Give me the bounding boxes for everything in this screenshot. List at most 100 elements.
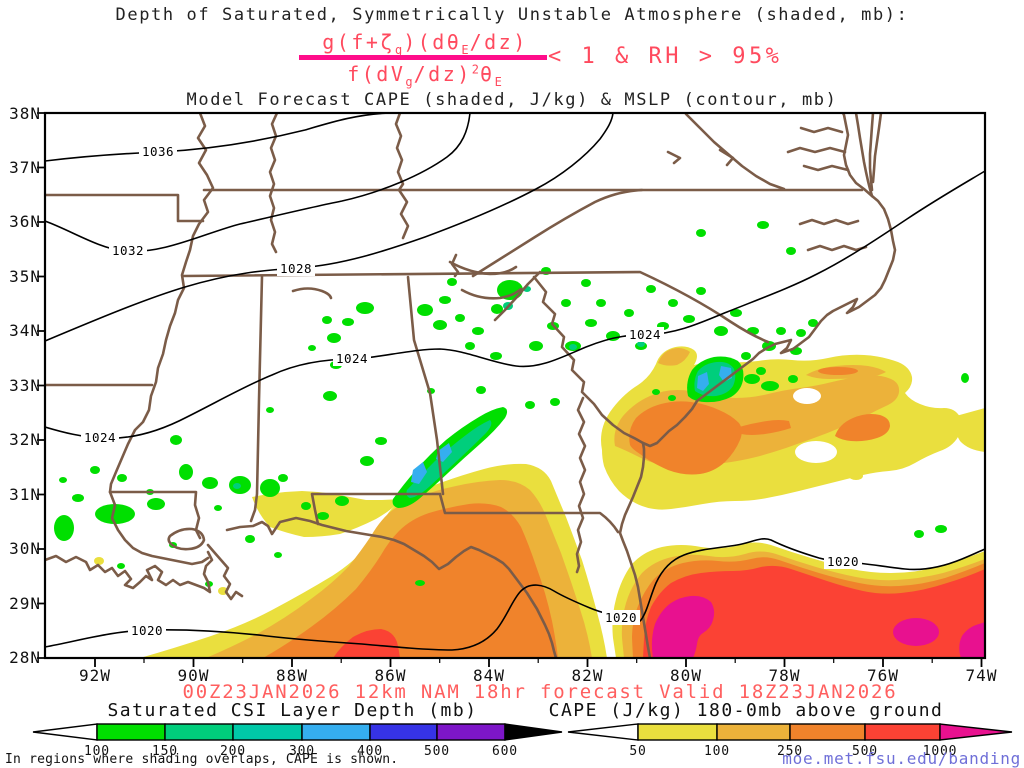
gulf-coast-east bbox=[225, 516, 558, 658]
cape-colorbar bbox=[567, 723, 1013, 741]
contour-label: 1020 bbox=[605, 610, 637, 625]
lat-tick-label: 32N bbox=[9, 430, 41, 449]
contour-label: 1032 bbox=[112, 243, 144, 258]
lat-tick-label: 36N bbox=[9, 212, 41, 231]
lon-tick-label: 82W bbox=[572, 666, 604, 685]
st-johns-river bbox=[575, 396, 587, 574]
cape-tick-label: 50 bbox=[629, 744, 646, 759]
lat-tick-label: 38N bbox=[9, 104, 41, 123]
overlap-note: In regions where shading overlaps, CAPE … bbox=[5, 752, 399, 767]
csi-colorbar bbox=[32, 723, 563, 741]
csi-tick-label: 150 bbox=[152, 744, 178, 759]
contour-label: 1024 bbox=[629, 327, 661, 342]
csi-tick-label: 500 bbox=[424, 744, 450, 759]
lon-tick-label: 78W bbox=[769, 666, 801, 685]
cape-tick-label: 500 bbox=[852, 744, 878, 759]
cape-cell bbox=[716, 723, 791, 741]
contour-label: 1024 bbox=[336, 351, 368, 366]
csi-cell bbox=[96, 723, 166, 741]
formula-condition: < 1 & RH > 95% bbox=[548, 44, 783, 69]
page-title: Depth of Saturated, Symmetrically Unstab… bbox=[115, 5, 909, 25]
contour-label: 1028 bbox=[280, 261, 312, 276]
csi-tick-label: 100 bbox=[84, 744, 110, 759]
formula-denominator: f(dVg/dz)2θE bbox=[347, 62, 503, 89]
tn-south-nc-sc-border bbox=[181, 270, 770, 344]
cape-under-arrow bbox=[567, 723, 639, 741]
tn-river-al-dip bbox=[448, 260, 523, 300]
contour-1036 bbox=[45, 113, 391, 162]
csi-cell bbox=[301, 723, 371, 741]
lon-tick-label: 86W bbox=[375, 666, 407, 685]
tennessee-river-west bbox=[268, 113, 279, 254]
contour-label: 1020 bbox=[827, 554, 859, 569]
site-link[interactable]: moe.met.fsu.edu/banding bbox=[782, 749, 1021, 768]
contour-label: 1024 bbox=[84, 430, 116, 445]
subtitle: Model Forecast CAPE (shaded, J/kg) & MSL… bbox=[186, 90, 838, 110]
csi-tick-label: 300 bbox=[289, 744, 315, 759]
delmarva-ocean-side bbox=[871, 113, 883, 184]
cape-colorbar-ticks: 50 100 250 500 1000 bbox=[629, 744, 956, 759]
lake-pontchartrain bbox=[167, 527, 206, 551]
contour-label: 1020 bbox=[131, 623, 163, 638]
contour-1028 bbox=[45, 113, 614, 342]
fraction-bar bbox=[299, 55, 547, 60]
mississippi-river bbox=[108, 113, 215, 566]
lon-tick-label: 80W bbox=[670, 666, 702, 685]
cape-cell bbox=[637, 723, 718, 741]
lat-tick-label: 30N bbox=[9, 539, 41, 558]
mo-ar-border bbox=[45, 193, 205, 223]
nc-sounds bbox=[798, 218, 868, 252]
cape-cell bbox=[789, 723, 866, 741]
lat-axis-labels: 38N 37N 36N 35N 34N 33N 32N 31N 30N 29N … bbox=[9, 104, 41, 667]
cape-tick-label: 100 bbox=[704, 744, 730, 759]
cape-shading-magenta bbox=[651, 595, 985, 658]
lat-tick-label: 34N bbox=[9, 321, 41, 340]
csi-under-arrow bbox=[32, 723, 98, 741]
fl-north-border bbox=[310, 492, 620, 534]
lat-tick-label: 29N bbox=[9, 594, 41, 613]
lon-tick-label: 74W bbox=[966, 666, 998, 685]
delmarva-mid bbox=[868, 113, 875, 192]
al-ga-border bbox=[406, 275, 445, 496]
lon-tick-label: 84W bbox=[473, 666, 505, 685]
lat-tick-label: 33N bbox=[9, 376, 41, 395]
lon-tick-label: 76W bbox=[867, 666, 899, 685]
lon-axis-labels: 92W 90W 88W 86W 84W 82W 80W 78W 76W 74W bbox=[79, 666, 998, 685]
small-rivers bbox=[291, 148, 735, 300]
contour-1024 bbox=[45, 170, 985, 440]
lon-tick-label: 92W bbox=[79, 666, 111, 685]
csi-legend-title: Saturated CSI Layer Depth (mb) bbox=[107, 700, 478, 721]
csi-over-arrow bbox=[504, 723, 563, 741]
csi-cell bbox=[164, 723, 234, 741]
tn-nc-border bbox=[471, 188, 644, 278]
mississippi-delta bbox=[206, 543, 244, 601]
csi-tick-label: 600 bbox=[492, 744, 518, 759]
formula-numerator: g(f+ζg)(dθE/dz) bbox=[322, 30, 528, 57]
lat-tick-label: 28N bbox=[9, 648, 41, 667]
cape-tick-label: 250 bbox=[777, 744, 803, 759]
cape-over-arrow bbox=[939, 723, 1013, 741]
cape-legend-title: CAPE (J/kg) 180-0mb above ground bbox=[548, 700, 944, 721]
savannah-river-border bbox=[532, 275, 645, 445]
shading-gaps bbox=[793, 388, 837, 463]
contour-label: 1036 bbox=[142, 144, 174, 159]
lat-tick-label: 35N bbox=[9, 267, 41, 286]
delmarva-bay-side bbox=[854, 113, 874, 198]
contour-labels: 1036 1032 1028 1024 1024 1024 1020 1020 … bbox=[81, 144, 862, 638]
lat-tick-label: 37N bbox=[9, 158, 41, 177]
csi-colorbar-ticks: 100 150 200 300 400 500 600 bbox=[84, 744, 518, 759]
cape-cell bbox=[864, 723, 941, 741]
csi-cell bbox=[436, 723, 506, 741]
csi-tick-label: 200 bbox=[220, 744, 246, 759]
wv-va-border bbox=[684, 113, 786, 191]
csi-tick-label: 400 bbox=[357, 744, 383, 759]
virginia-rivers bbox=[786, 126, 850, 172]
csi-cell bbox=[232, 723, 303, 741]
ms-al-border bbox=[249, 274, 264, 523]
gulf-coast-west bbox=[45, 550, 214, 594]
lat-tick-label: 31N bbox=[9, 485, 41, 504]
coosa-river bbox=[493, 270, 542, 322]
cumberland-river bbox=[394, 113, 410, 240]
